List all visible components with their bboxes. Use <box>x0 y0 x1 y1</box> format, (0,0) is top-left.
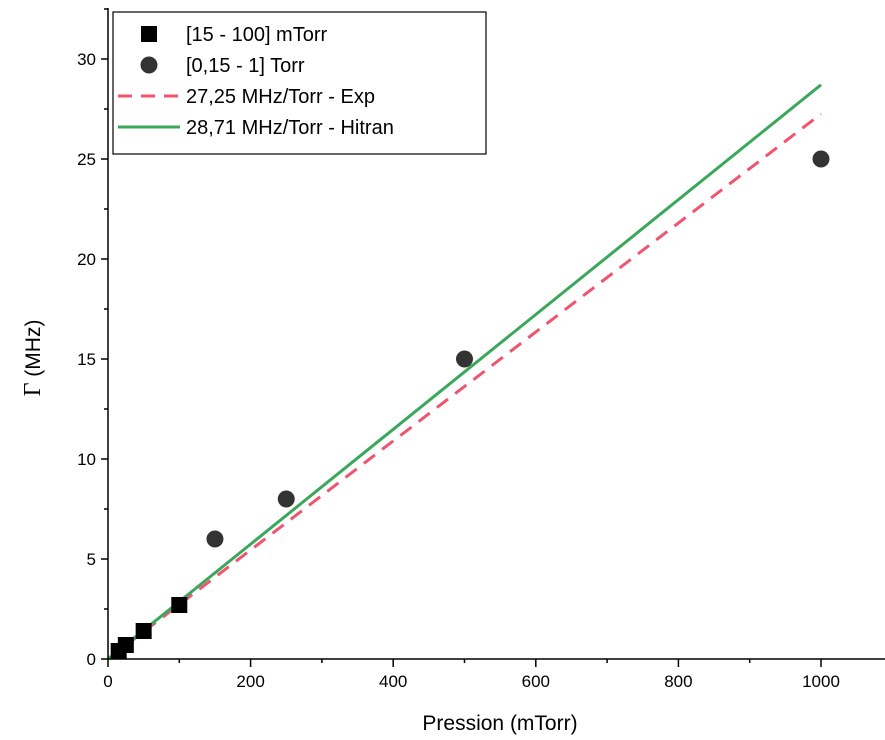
legend: [15 - 100] mTorr [0,15 - 1] Torr 27,25 MHz… <box>113 12 486 154</box>
legend-square-icon <box>141 26 157 42</box>
data-point-circle <box>456 351 473 368</box>
y-tick-label: 0 <box>87 650 96 669</box>
y-tick-label: 15 <box>77 350 96 369</box>
y-axis-label-symbol: Γ <box>20 382 46 396</box>
data-point-circle <box>813 151 830 168</box>
legend-label: [0,15 - 1] Torr <box>186 55 305 77</box>
y-tick-label: 10 <box>77 450 96 469</box>
data-point-square <box>171 597 187 613</box>
x-tick-label: 800 <box>664 672 692 691</box>
y-tick-label: 25 <box>77 150 96 169</box>
x-tick-label: 0 <box>103 672 112 691</box>
data-point-circle <box>278 491 295 508</box>
series-layer <box>108 85 830 659</box>
y-axis-label: Γ (MHz) <box>20 320 46 397</box>
y-tick-label: 30 <box>77 50 96 69</box>
legend-label: 27,25 MHz/Torr - Exp <box>186 86 375 108</box>
data-point-circle <box>206 531 223 548</box>
x-tick-label: 600 <box>522 672 550 691</box>
x-axis-label: Pression (mTorr) <box>422 712 577 735</box>
legend-circle-icon <box>141 57 158 74</box>
legend-label: 28,71 MHz/Torr - Hitran <box>186 117 394 139</box>
plot-area <box>108 85 830 659</box>
y-tick-label: 5 <box>87 550 96 569</box>
data-point-square <box>136 623 152 639</box>
data-point-square <box>118 637 134 653</box>
x-tick-label: 200 <box>236 672 264 691</box>
y-tick-label: 20 <box>77 250 96 269</box>
legend-label: [15 - 100] mTorr <box>186 24 328 46</box>
exp-fit-line <box>108 114 821 659</box>
x-tick-label: 400 <box>379 672 407 691</box>
x-tick-label: 1000 <box>802 672 840 691</box>
hitran-line <box>108 85 821 659</box>
y-axis-label-unit: (MHz) <box>22 320 45 383</box>
